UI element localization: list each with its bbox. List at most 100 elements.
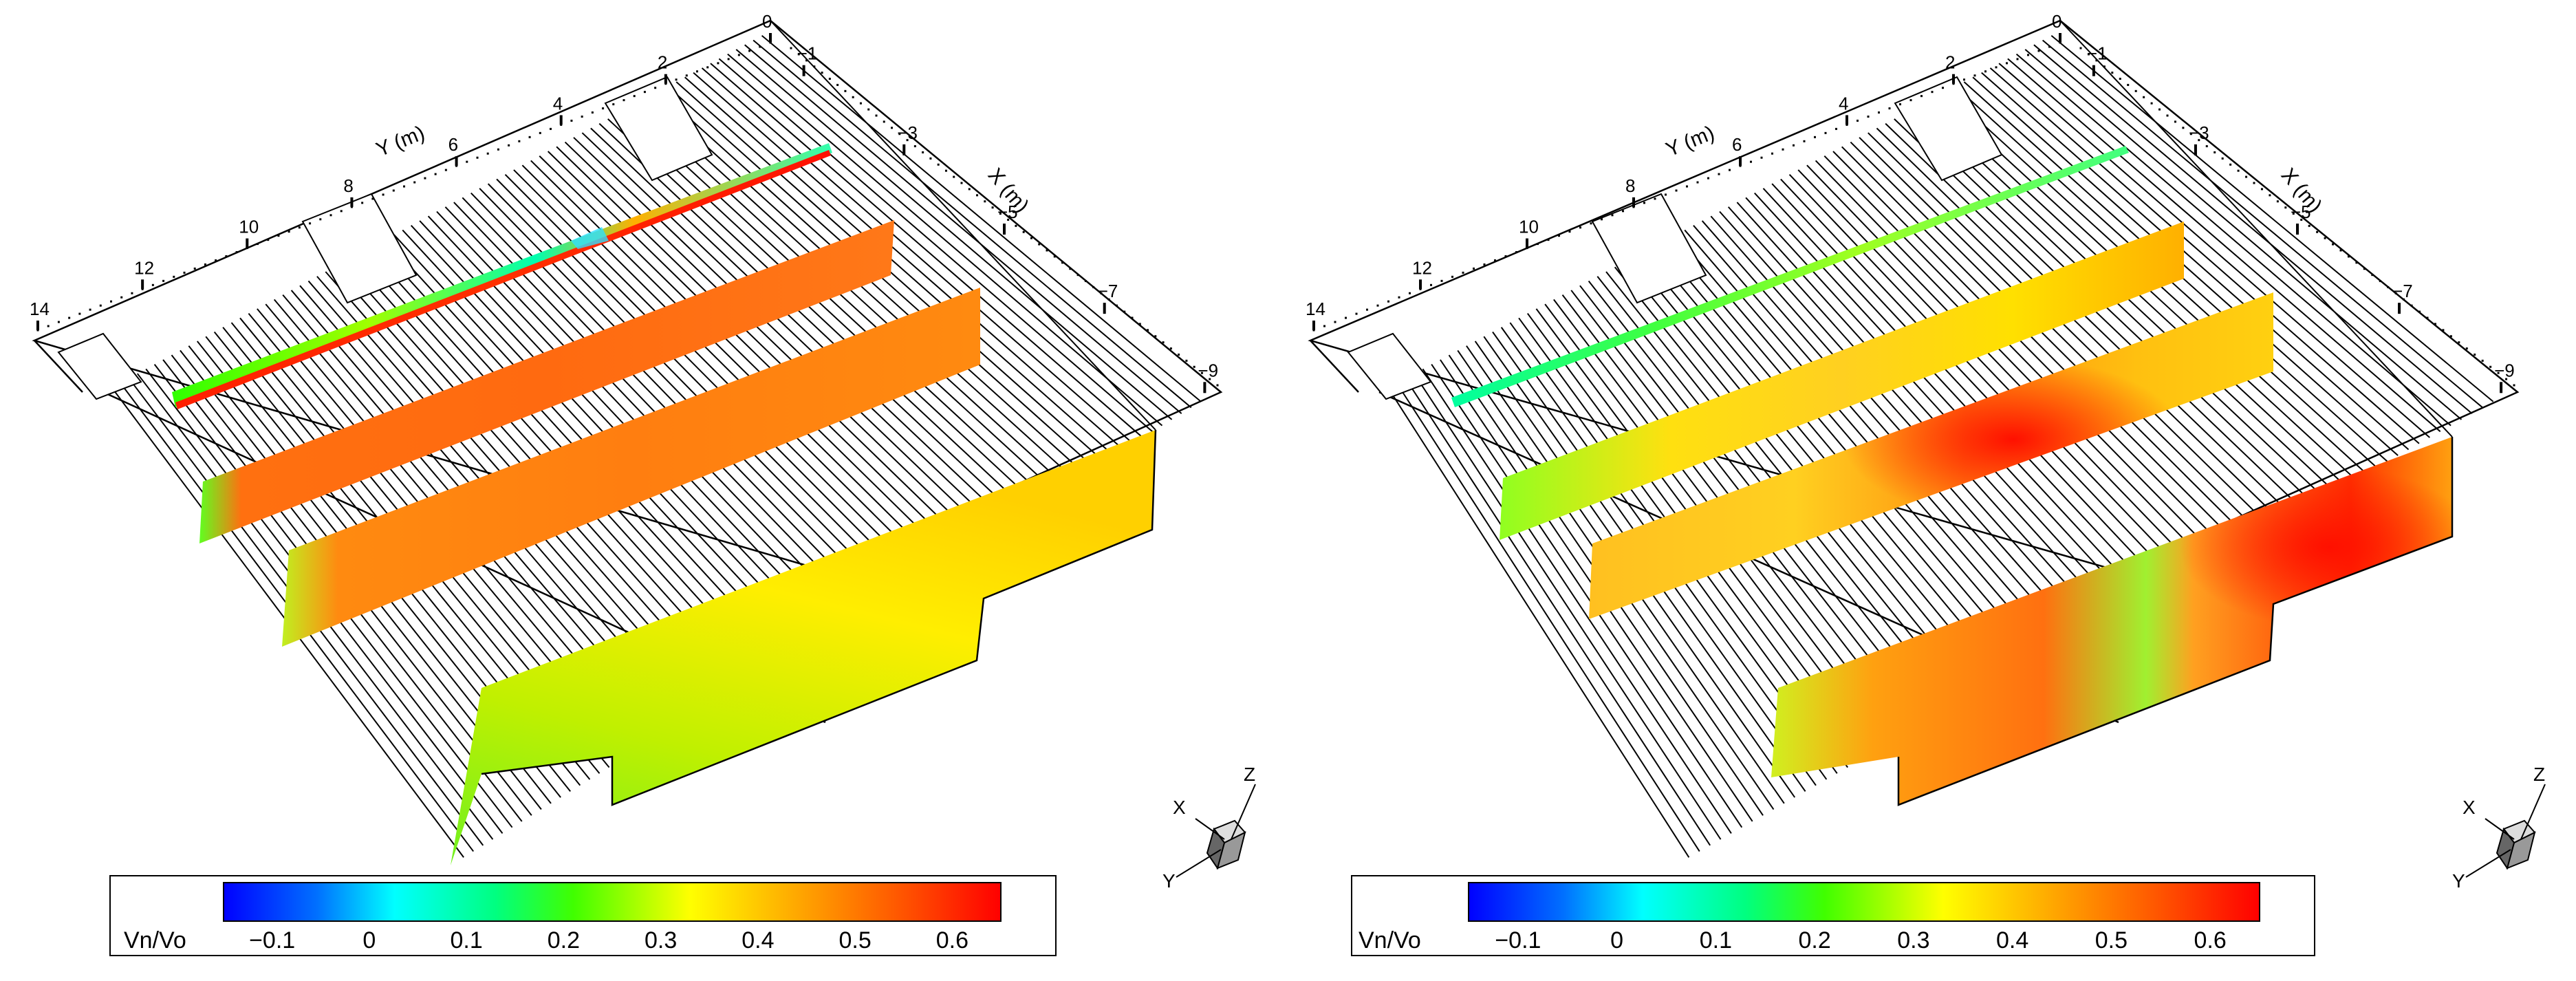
x-minor-tick — [1069, 268, 1072, 270]
x-minor-tick — [2355, 261, 2358, 264]
y-minor-tick — [413, 181, 416, 184]
x-minor-tick — [2347, 255, 2350, 258]
y-minor-tick — [1558, 235, 1560, 237]
slat-line — [1762, 188, 2145, 601]
x-minor-tick — [2174, 120, 2176, 123]
y-minor-tick — [183, 271, 186, 274]
slat-line — [761, 34, 1202, 402]
slat-line — [2007, 58, 2441, 433]
plane-4 — [451, 20, 1157, 865]
y-minor-tick — [162, 279, 165, 282]
x-minor-tick — [859, 102, 862, 105]
slat-line — [718, 58, 1154, 433]
y-tick-label: 10 — [239, 217, 259, 237]
y-minor-tick — [1366, 308, 1368, 311]
y-axis-title: Y (m) — [1663, 122, 1718, 162]
x-minor-tick — [1115, 304, 1118, 307]
x-minor-tick — [2189, 133, 2192, 136]
y-minor-tick — [1483, 263, 1486, 266]
y-minor-tick — [2027, 54, 2029, 56]
y-tick-label: 14 — [30, 299, 50, 319]
y-minor-tick — [1771, 152, 1773, 155]
x-minor-tick — [2221, 157, 2224, 160]
slat-line — [1885, 122, 2293, 517]
y-minor-tick — [1504, 255, 1507, 258]
x-minor-tick — [1076, 274, 1079, 277]
y-minor-tick — [1547, 239, 1550, 241]
x-minor-tick — [1061, 261, 1064, 264]
y-tick-label: 2 — [658, 52, 667, 73]
y-minor-tick — [1643, 202, 1645, 204]
x-minor-tick — [2214, 151, 2216, 153]
x-minor-tick — [1147, 329, 1149, 332]
x-minor-tick — [891, 127, 894, 129]
x-minor-tick — [1092, 285, 1095, 288]
y-minor-tick — [466, 160, 468, 163]
y-minor-tick — [235, 251, 238, 254]
x-tick-label: −1 — [797, 43, 818, 64]
y-minor-tick — [99, 304, 102, 307]
y-minor-tick — [1675, 189, 1678, 192]
x-tick-label: −5 — [997, 202, 1018, 222]
y-minor-tick — [623, 99, 625, 102]
colorbar-tick-label: 0.6 — [936, 927, 968, 953]
y-minor-tick — [1590, 222, 1592, 225]
y-minor-tick — [486, 152, 489, 155]
slat-line — [1422, 368, 1732, 834]
y-tick-label: 4 — [1839, 93, 1848, 114]
slat-line — [2015, 53, 2451, 427]
x-minor-tick — [2198, 139, 2200, 142]
y-tick-label: 0 — [2052, 11, 2061, 32]
y-minor-tick — [1824, 131, 1827, 134]
colorbar-title: Vn/Vo — [1359, 927, 1421, 953]
x-minor-tick — [2513, 384, 2515, 387]
slat-line — [1972, 76, 2399, 456]
colorbar-tick-label: 0.3 — [645, 927, 677, 953]
x-minor-tick — [898, 133, 901, 136]
y-minor-tick — [706, 66, 709, 69]
y-tick-label: 6 — [448, 134, 458, 155]
x-minor-tick — [1015, 224, 1017, 227]
y-tick-label: 12 — [134, 257, 154, 278]
slat-line — [1850, 141, 2251, 540]
x-minor-tick — [2087, 53, 2090, 56]
x-minor-tick — [1185, 359, 1188, 362]
x-minor-tick — [2442, 329, 2445, 332]
x-minor-tick — [1007, 218, 1010, 221]
x-minor-tick — [2332, 243, 2335, 246]
x-minor-tick — [821, 72, 823, 74]
x-minor-tick — [2481, 359, 2484, 362]
x-minor-tick — [2339, 249, 2342, 252]
y-minor-tick — [1888, 107, 1891, 110]
y-minor-tick — [476, 156, 479, 159]
x-minor-tick — [1200, 371, 1203, 374]
colorbar-tick-label: 0.2 — [1798, 927, 1830, 953]
slat-line — [684, 76, 1114, 456]
x-minor-tick — [2229, 163, 2232, 166]
y-minor-tick — [1814, 136, 1816, 138]
slat-line — [530, 160, 940, 564]
slat-line — [753, 39, 1192, 409]
y-minor-tick — [1686, 185, 1688, 188]
y-minor-tick — [497, 148, 499, 151]
y-minor-tick — [1931, 91, 1934, 94]
y-minor-tick — [654, 87, 657, 89]
slat-line — [710, 63, 1143, 438]
plane-1-thin — [172, 143, 832, 409]
y-minor-tick — [1334, 321, 1336, 323]
y-minor-tick — [434, 173, 437, 175]
y-minor-tick — [1409, 292, 1411, 294]
y-minor-tick — [1462, 271, 1464, 274]
x-minor-tick — [2103, 65, 2106, 68]
x-minor-tick — [2363, 268, 2366, 270]
x-minor-tick — [2505, 378, 2508, 380]
y-minor-tick — [1878, 111, 1880, 114]
slat-line — [1998, 63, 2430, 438]
x-minor-tick — [984, 200, 986, 203]
x-minor-tick — [797, 53, 800, 56]
x-minor-tick — [1022, 230, 1025, 233]
y-minor-tick — [612, 103, 615, 106]
y-minor-tick — [1707, 177, 1709, 180]
x-minor-tick — [1138, 323, 1141, 325]
slat-line — [598, 122, 1017, 517]
